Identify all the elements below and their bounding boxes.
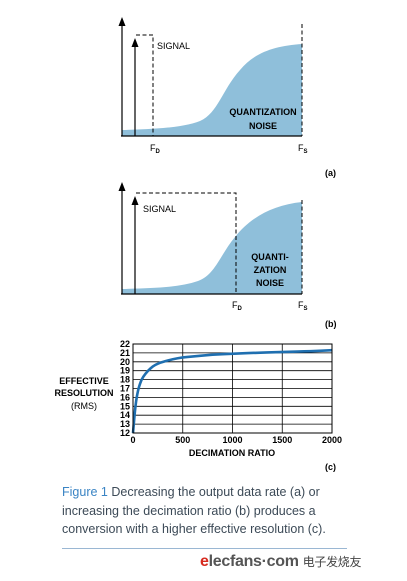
watermark-logo: elecfans·com 电子发烧友 bbox=[200, 553, 362, 571]
panel-label-b: (b) bbox=[325, 319, 337, 329]
y-tick-label: 18 bbox=[120, 375, 130, 385]
plot-frame-c bbox=[132, 343, 333, 434]
signal-arrow-head-a bbox=[131, 38, 139, 47]
figure-caption: Figure 1 Decreasing the output data rate… bbox=[62, 483, 362, 539]
signal-band-a bbox=[136, 34, 154, 136]
panel-b: SIGNAL QUANTI- ZATION NOISE FD FS (b) bbox=[118, 182, 337, 329]
caption-text: Decreasing the output data rate (a) or i… bbox=[62, 485, 326, 536]
y-tick-label: 19 bbox=[120, 366, 130, 376]
signal-arrow-head-b bbox=[131, 196, 139, 205]
logo-e: e bbox=[200, 553, 209, 570]
y-tick-label: 14 bbox=[120, 410, 130, 420]
noise-area-b bbox=[122, 202, 302, 294]
x-tick-label: 1500 bbox=[272, 435, 292, 445]
xlabel-c: DECIMATION RATIO bbox=[189, 448, 275, 458]
grid-c bbox=[132, 343, 333, 434]
y-tick-label: 17 bbox=[120, 384, 130, 394]
y-tick-label: 13 bbox=[120, 419, 130, 429]
y-tick-label: 21 bbox=[120, 348, 130, 358]
ylabel-line1: EFFECTIVE bbox=[59, 376, 109, 386]
noise-label-a-line2: NOISE bbox=[249, 121, 277, 131]
x-tick-labels-c: 0 500 1000 1500 2000 bbox=[130, 435, 342, 445]
y-tick-label: 12 bbox=[120, 428, 130, 438]
panel-a: SIGNAL QUANTIZATION NOISE FD FS (a) bbox=[118, 17, 336, 178]
y-tick-label: 20 bbox=[120, 357, 130, 367]
noise-label-b-line1: QUANTI- bbox=[251, 252, 289, 262]
y-tick-label: 22 bbox=[120, 339, 130, 349]
panel-label-a: (a) bbox=[325, 168, 336, 178]
signal-label-a: SIGNAL bbox=[157, 41, 190, 51]
resolution-curve bbox=[131, 348, 333, 434]
fd-label-a: FD bbox=[150, 143, 161, 155]
ylabel-line2: RESOLUTION bbox=[54, 388, 113, 398]
signal-label-b: SIGNAL bbox=[143, 204, 176, 214]
panel-label-c: (c) bbox=[325, 462, 336, 472]
noise-label-b-line3: NOISE bbox=[256, 278, 284, 288]
x-tick-label: 0 bbox=[130, 435, 135, 445]
fs-label-a: FS bbox=[298, 143, 308, 155]
logo-text: lecfans·com bbox=[208, 553, 299, 570]
y-tick-label: 15 bbox=[120, 401, 130, 411]
x-tick-label: 1000 bbox=[222, 435, 242, 445]
noise-label-a-line1: QUANTIZATION bbox=[229, 107, 296, 117]
y-tick-label: 16 bbox=[120, 392, 130, 402]
ylabel-line3: (RMS) bbox=[71, 401, 97, 411]
caption-figure-label: Figure 1 bbox=[62, 485, 108, 499]
noise-area-a bbox=[122, 44, 302, 136]
fd-label-b: FD bbox=[232, 300, 243, 312]
x-tick-label: 500 bbox=[175, 435, 190, 445]
signal-band-b bbox=[136, 192, 237, 294]
fs-label-b: FS bbox=[298, 300, 308, 312]
y-axis-arrow-a bbox=[118, 17, 126, 26]
logo-cn: 电子发烧友 bbox=[302, 555, 362, 569]
caption-divider bbox=[62, 548, 347, 549]
y-axis-arrow-b bbox=[118, 182, 126, 191]
x-tick-label: 2000 bbox=[322, 435, 342, 445]
noise-label-b-line2: ZATION bbox=[254, 265, 287, 275]
